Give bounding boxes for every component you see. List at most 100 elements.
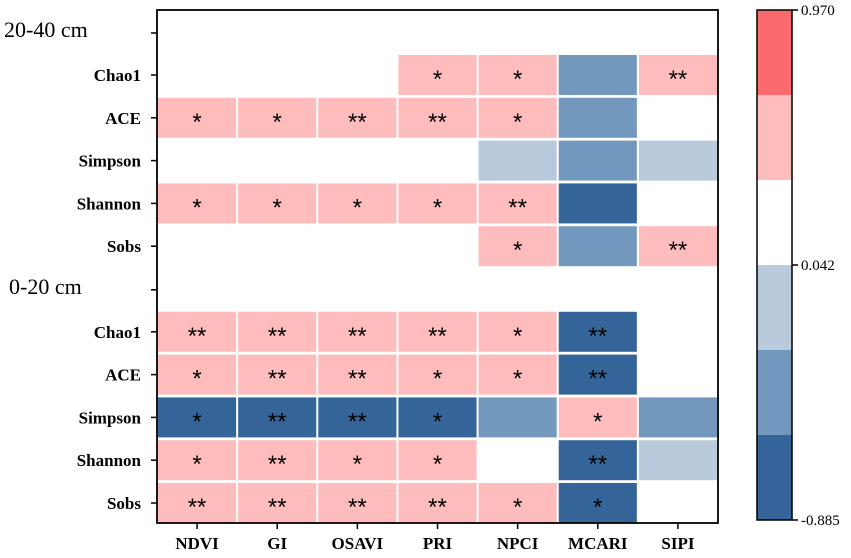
column-label: MCARI (568, 534, 628, 553)
significance-mark: ** (428, 323, 447, 350)
row-label: Sobs (107, 494, 141, 513)
significance-mark: ** (588, 366, 607, 393)
colorbar-tick-label: 0.970 (801, 3, 835, 19)
significance-mark: ** (348, 323, 367, 350)
column-label: GI (267, 534, 287, 553)
colorbar-tick-label: 0.042 (801, 258, 835, 274)
heatmap-cell (157, 182, 238, 225)
heatmap-cell (157, 482, 238, 524)
heatmap-cell (557, 139, 638, 182)
heatmap-cell (317, 353, 398, 396)
significance-mark: ** (588, 451, 607, 478)
significance-mark: ** (508, 194, 527, 221)
heatmap-cell (157, 96, 238, 139)
heatmap-cell (637, 182, 718, 225)
heatmap-cell (637, 396, 718, 439)
heatmap-cell (237, 96, 318, 139)
column-label: NDVI (175, 534, 219, 553)
heatmap-cell (157, 439, 238, 482)
heatmap-cell (237, 54, 318, 96)
heatmap-cell (317, 182, 398, 225)
significance-mark: ** (669, 237, 688, 264)
significance-mark: ** (348, 408, 367, 435)
heatmap-cell (157, 310, 238, 353)
heatmap-cell (317, 96, 398, 139)
heatmap-cell (477, 439, 558, 482)
significance-mark: * (192, 408, 201, 435)
significance-mark: * (433, 194, 442, 221)
heatmap-cell (477, 96, 558, 139)
heatmap-cell (557, 96, 638, 139)
significance-mark: * (433, 66, 442, 93)
colorbar-segment (757, 435, 792, 520)
heatmap-cell (397, 139, 478, 182)
heatmap-cell (557, 396, 638, 439)
significance-mark: * (513, 323, 522, 350)
heatmap-cell (157, 353, 238, 396)
heatmap-cell (637, 353, 718, 396)
heatmap-cell (637, 225, 718, 268)
significance-mark: * (593, 408, 602, 435)
heatmap-cell (557, 54, 638, 96)
heatmap-cell (157, 396, 238, 439)
significance-mark: * (513, 237, 522, 264)
significance-mark: ** (268, 408, 287, 435)
colorbar-segment (757, 265, 792, 350)
heatmap-cell (637, 96, 718, 139)
heatmap-cell (637, 54, 718, 96)
heatmap-cell (317, 310, 398, 353)
significance-mark: * (192, 451, 201, 478)
heatmap-cell (317, 225, 398, 268)
column-label: PRI (423, 534, 453, 553)
heatmap-cell (397, 353, 478, 396)
row-label: Simpson (79, 152, 142, 171)
heatmap-cell (157, 139, 238, 182)
row-label: Shannon (77, 194, 142, 213)
heatmap-cell (317, 54, 398, 96)
heatmap-cell (157, 54, 238, 96)
significance-mark: * (513, 494, 522, 521)
heatmap-cell (397, 310, 478, 353)
column-label: SIPI (661, 534, 694, 553)
heatmap-cell (397, 182, 478, 225)
significance-mark: * (513, 366, 522, 393)
row-label: Shannon (77, 451, 142, 470)
significance-mark: * (192, 194, 201, 221)
heatmap-cell (477, 396, 558, 439)
row-label: Chao1 (94, 66, 141, 85)
heatmap-cell (477, 310, 558, 353)
significance-mark: * (513, 109, 522, 136)
heatmap-cell (397, 439, 478, 482)
heatmap-cell (637, 139, 718, 182)
significance-mark: ** (268, 451, 287, 478)
significance-mark: ** (188, 323, 207, 350)
colorbar-segment (757, 95, 792, 180)
significance-mark: * (192, 109, 201, 136)
column-label: OSAVI (332, 534, 384, 553)
section-label-bottom: 0-20 cm (9, 274, 82, 299)
significance-mark: ** (268, 366, 287, 393)
heatmap-cell (557, 225, 638, 268)
significance-mark: ** (588, 323, 607, 350)
heatmap-cell (477, 182, 558, 225)
significance-mark: * (273, 194, 282, 221)
colorbar-segment (757, 10, 792, 95)
significance-mark: * (192, 366, 201, 393)
section-label-top: 20-40 cm (4, 17, 88, 42)
colorbar-segment (757, 350, 792, 435)
heatmap-cell (237, 310, 318, 353)
heatmap-cell (557, 310, 638, 353)
heatmap-cell (477, 139, 558, 182)
significance-mark: * (353, 194, 362, 221)
heatmap-cell (637, 482, 718, 524)
significance-mark: * (593, 494, 602, 521)
colorbar-segment (757, 180, 792, 265)
row-label: Sobs (107, 237, 141, 256)
heatmap-cell (557, 353, 638, 396)
significance-mark: ** (348, 494, 367, 521)
significance-mark: ** (268, 494, 287, 521)
heatmap-cell (477, 353, 558, 396)
heatmap-cell (237, 225, 318, 268)
row-label: Chao1 (94, 323, 141, 342)
row-label: ACE (105, 366, 141, 385)
